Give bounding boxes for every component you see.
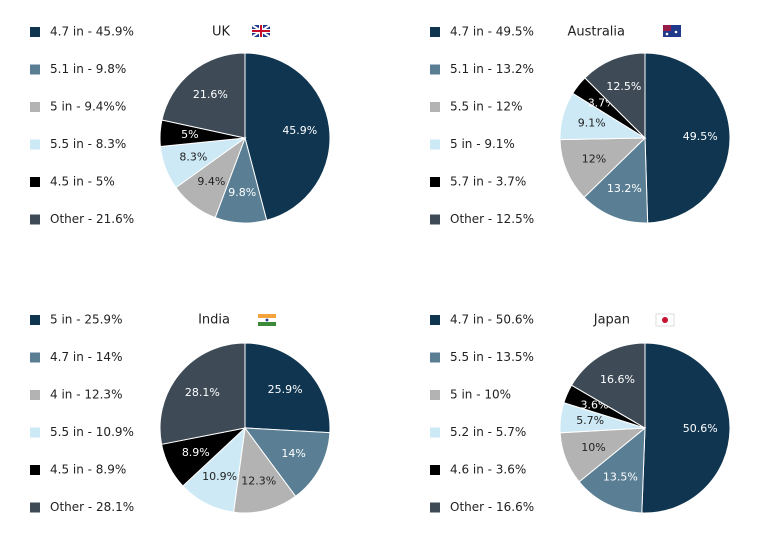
data-label: 12.5% — [606, 80, 641, 93]
legend-swatch — [30, 214, 40, 225]
legend-swatch — [430, 214, 440, 225]
pie-slice — [244, 52, 331, 221]
data-label: 13.5% — [603, 470, 638, 483]
legend-swatch — [430, 64, 440, 75]
data-label: 12% — [582, 152, 606, 165]
legend-label: 4.5 in - 8.9% — [50, 463, 126, 477]
flag-japan — [655, 313, 675, 327]
data-label: 14% — [281, 447, 305, 460]
legend-label: 4.6 in - 3.6% — [450, 463, 526, 477]
pie-slice — [559, 137, 647, 199]
legend-label: 5.5 in - 8.3% — [50, 137, 126, 151]
legend-label: 5.5 in - 13.5% — [450, 350, 534, 364]
legend-swatch — [430, 427, 440, 438]
data-label: 10% — [581, 441, 605, 454]
pie-slice — [641, 342, 731, 514]
legend-swatch — [430, 177, 440, 187]
pie-slice — [644, 52, 731, 224]
pie-slice — [243, 427, 331, 498]
pie-slice — [161, 52, 246, 139]
legend-swatch — [430, 27, 440, 37]
flag-india — [258, 314, 276, 326]
legend-label: Other - 28.1% — [50, 500, 134, 514]
data-label: 9.4% — [197, 175, 225, 188]
chart-title: Japan — [593, 313, 630, 328]
pie-slice — [159, 342, 246, 445]
legend-label: 5 in - 9.4%% — [50, 100, 126, 114]
legend-swatch — [430, 352, 440, 363]
legend-swatch — [430, 502, 440, 513]
data-label: 10.9% — [202, 470, 237, 483]
data-label: 50.6% — [683, 422, 718, 435]
legend-swatch — [430, 102, 440, 112]
data-label: 5% — [181, 128, 198, 141]
data-label: 45.9% — [282, 124, 317, 137]
data-label: 28.1% — [185, 386, 220, 399]
data-label: 8.9% — [182, 446, 210, 459]
flag-australia — [663, 25, 681, 37]
legend-label: 5.1 in - 9.8% — [50, 62, 126, 76]
data-label: 12.3% — [241, 475, 276, 488]
legend-label: 5 in - 9.1% — [450, 137, 515, 151]
legend-label: 5.5 in - 10.9% — [50, 425, 134, 439]
legend-swatch — [30, 502, 40, 513]
data-label: 49.5% — [683, 130, 718, 143]
legend-swatch — [30, 427, 40, 438]
legend-label: Other - 16.6% — [450, 500, 534, 514]
legend-label: 4.7 in - 14% — [50, 350, 122, 364]
pie-slice — [233, 426, 297, 514]
legend-swatch — [30, 352, 40, 363]
chart-title: Australia — [567, 25, 625, 40]
legend-label: 5.7 in - 3.7% — [450, 175, 526, 189]
legend-label: Other - 21.6% — [50, 212, 134, 226]
legend-swatch — [430, 390, 440, 400]
data-label: 9.8% — [228, 186, 256, 199]
legend-swatch — [30, 27, 40, 37]
data-label: 13.2% — [607, 182, 642, 195]
legend-swatch — [430, 315, 440, 325]
data-label: 21.6% — [193, 88, 228, 101]
data-label: 5.7% — [576, 414, 604, 427]
legend-swatch — [430, 139, 440, 150]
legend-label: 5.1 in - 13.2% — [450, 62, 534, 76]
legend-swatch — [30, 139, 40, 150]
legend-label: 4.7 in - 49.5% — [450, 25, 534, 39]
data-label: 16.6% — [600, 373, 635, 386]
flag-uk — [251, 24, 271, 38]
legend-swatch — [30, 177, 40, 187]
legend-label: 5.2 in - 5.7% — [450, 425, 526, 439]
legend-swatch — [30, 64, 40, 75]
legend-swatch — [30, 315, 40, 325]
legend-label: 5 in - 25.9% — [50, 313, 122, 327]
data-label: 25.9% — [268, 383, 303, 396]
legend-label: 4.7 in - 45.9% — [50, 25, 134, 39]
pie-slice — [578, 426, 646, 514]
legend-swatch — [30, 465, 40, 475]
chart-title: India — [198, 313, 230, 328]
pie-slice — [244, 342, 331, 434]
legend-label: 5.5 in - 12% — [450, 100, 522, 114]
chart-title: UK — [212, 25, 231, 40]
data-label: 8.3% — [179, 151, 207, 164]
pie-slice — [583, 136, 649, 224]
legend-label: 4 in - 12.3% — [50, 388, 122, 402]
legend-swatch — [30, 102, 40, 112]
legend-label: 4.7 in - 50.6% — [450, 313, 534, 327]
legend-swatch — [30, 390, 40, 400]
legend-label: 4.5 in - 5% — [50, 175, 115, 189]
legend-swatch — [430, 465, 440, 475]
legend-label: 5 in - 10% — [450, 388, 511, 402]
pie-slice — [584, 52, 646, 140]
legend-label: Other - 12.5% — [450, 212, 534, 226]
data-label: 9.1% — [578, 116, 606, 129]
pie-slice — [570, 342, 646, 429]
